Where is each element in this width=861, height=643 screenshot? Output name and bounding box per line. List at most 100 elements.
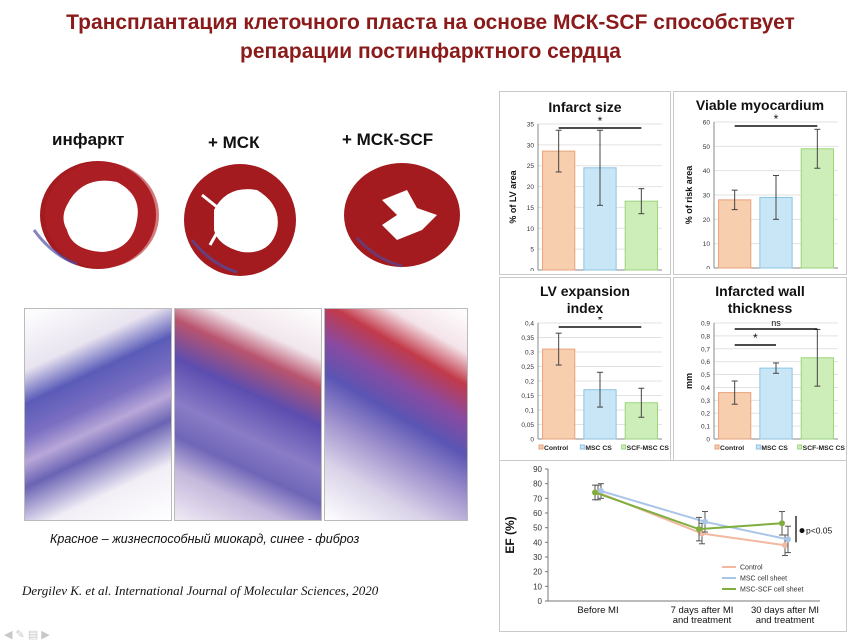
significance-label: * [598,116,603,128]
heart-sections [32,161,460,276]
bar-chart-lv-expansion: 0 0,05 0,1 0,15 0,2 0,25 0,3 0,35 0,4 Control MSC … [521,313,670,452]
citation: Dergilev K. et al. International Journal… [22,583,379,598]
legend-swatch [755,444,761,450]
series-line [597,491,786,547]
menu-icon[interactable]: ▤ [27,629,39,641]
y-tick-label: 0 [530,268,534,272]
data-point [782,542,788,549]
y-axis-label: % of LV area [508,169,518,223]
bar-chart-wall-thickness: 0 0,1 0,2 0,3 0,4 0,5 0,6 0,7 0,8 0,9 mm Control MSC… [684,318,845,452]
legend-label: Control [740,565,763,572]
y-tick-label: 0,3 [525,350,534,357]
y-tick-label: 0,35 [521,335,534,342]
y-axis-label: % of risk area [684,165,694,225]
legend-swatch [714,444,720,450]
chart-panel-wall-thickness: Infarcted wall thickness 0 0,1 0,2 0,3 0,4 0,… [673,277,847,461]
y-tick-label: 30 [527,142,535,149]
legend-label: MSC cell sheet [740,576,787,583]
next-slide-icon[interactable]: ▶ [41,629,50,641]
y-axis-label: mm [684,373,694,389]
y-tick-label: 10 [703,241,711,248]
histology-msc-scf [324,308,468,521]
y-tick-label: 35 [527,122,535,129]
legend-swatch [797,444,803,450]
pen-icon[interactable]: ✎ [15,629,25,641]
y-tick-label: 70 [533,494,542,503]
y-tick-label: 0,3 [701,398,710,405]
legend-label: MSC-SCF cell sheet [740,587,803,594]
x-category-label: 30 days after MI and treatment [751,605,819,626]
y-tick-label: 0,15 [521,393,534,400]
y-tick-label: 0,1 [525,408,534,415]
y-tick-label: 30 [533,553,542,562]
y-tick-label: 20 [703,217,711,224]
y-axis-label: EF (%) [503,516,517,553]
y-tick-label: 40 [533,538,542,547]
heart-section-msc [184,164,296,276]
y-tick-label: 10 [533,582,542,591]
prev-slide-icon[interactable]: ◀ [4,629,13,641]
y-tick-label: 50 [533,524,542,533]
y-tick-label: 0 [706,437,710,444]
chart-title-infarct-size: Infarct size [548,99,622,115]
y-tick-label: 0 [538,597,543,606]
data-point [785,536,791,543]
chart-panel-lv-expansion: LV expansion index 0 0,05 0,1 0,15 0,2 0,25 0,… [499,277,671,461]
y-tick-label: 0,4 [525,321,534,328]
significance-label: * [774,114,779,126]
y-tick-label: 0,7 [701,346,710,353]
slide-title-line2: репарации постинфарктного сердца [240,40,621,63]
x-category-label: Control [720,445,744,452]
label-msc-scf: + МСК-SCF [342,130,434,149]
bar [759,367,793,440]
significance-label: * [753,331,758,345]
y-tick-label: 0,9 [701,321,710,328]
slide-title-line1: Трансплантация клеточного пласта на осно… [66,11,795,34]
y-tick-label: 0,8 [701,333,710,340]
legend-swatch [538,444,544,450]
y-tick-label: 30 [703,193,711,200]
y-tick-label: 0,1 [701,424,710,431]
x-category-label: MSC CS [585,445,612,452]
significance-label: p<0.05 [806,526,833,536]
y-tick-label: 25 [527,163,535,170]
y-tick-label: 0,6 [701,359,710,366]
chart-title-lv-expansion: LV expansion index [540,283,630,316]
data-point [702,518,708,525]
chart-title-viable-myocardium: Viable myocardium [695,97,825,113]
y-tick-label: 0,25 [521,364,534,371]
x-category-label: Before MI [577,605,618,616]
y-tick-label: 5 [530,247,534,254]
y-tick-label: 60 [703,120,711,127]
y-tick-label: 20 [527,184,535,191]
legend-swatch [579,444,585,450]
x-category-label: Control [544,445,568,452]
significance-label: * [598,317,603,327]
chart-title-wall-thickness: Infarcted wall thickness [715,283,805,316]
caption: Красное – жизнеспособный миокард, синее … [50,532,360,546]
y-tick-label: 0,5 [701,372,710,379]
histology-infarct [24,308,172,521]
y-tick-label: 40 [703,168,711,175]
slide-toolbar: ◀ ✎ ▤ ▶ [4,628,94,642]
chart-panel-viable-myocardium: Viable myocardium 0 10 20 30 40 50 60 % of risk… [673,91,847,281]
y-tick-label: 0,4 [701,385,710,392]
x-category-label: 7 days after MI and treatment [671,605,734,626]
y-tick-label: 0,2 [701,411,710,418]
significance-label: ns [771,318,781,328]
x-category-label: SCF-MSC CS [627,445,670,452]
bar [718,199,752,269]
y-tick-label: 0,05 [521,422,534,429]
legend-swatch [621,444,627,450]
y-tick-label: 20 [533,568,542,577]
x-category-label: MSC CS [761,445,788,452]
label-msc: + МСК [208,133,260,152]
series-line [600,490,789,541]
data-point [779,520,785,527]
histology-msc [174,308,322,521]
heart-section-msc-scf [344,163,460,268]
